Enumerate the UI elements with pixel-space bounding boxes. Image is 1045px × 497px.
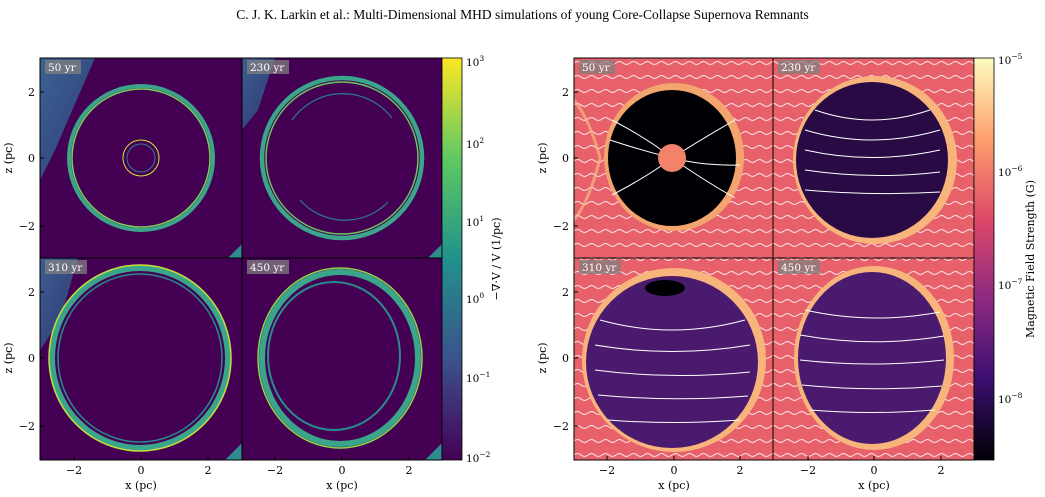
right-x-ticks: −2 0 2 −2 0 2 [599,456,945,477]
svg-text:450 yr: 450 yr [250,262,285,274]
svg-text:0: 0 [28,352,35,365]
running-head: C. J. K. Larkin et al.: Multi-Dimensiona… [236,7,809,22]
svg-text:2: 2 [562,286,569,299]
left-ylabel-top: z (pc) [2,142,15,173]
svg-text:101: 101 [466,214,484,229]
svg-text:0: 0 [562,152,569,165]
right-colorbar: 10−5 10−6 10−7 10−8 Magnetic Field Stren… [973,52,1037,461]
svg-text:50 yr: 50 yr [582,62,611,74]
svg-text:0: 0 [339,464,346,477]
svg-text:−2: −2 [19,420,35,433]
left-y-ticks: 2 0 −2 2 0 −2 [19,86,44,433]
right-colorbar-label: Magnetic Field Strength (G) [1024,180,1037,338]
right-xlabel-2: x (pc) [858,479,890,492]
svg-text:0: 0 [562,352,569,365]
svg-text:50 yr: 50 yr [48,62,77,74]
svg-text:−2: −2 [553,220,569,233]
time-label-50yr-right: 50 yr [579,60,615,74]
time-label-310yr-right: 310 yr [579,260,621,274]
right-y-ticks: 2 0 −2 2 0 −2 [553,86,578,433]
time-label-230yr-right: 230 yr [778,60,820,74]
svg-text:2: 2 [737,464,744,477]
svg-text:230 yr: 230 yr [781,62,816,74]
svg-text:310 yr: 310 yr [48,262,83,274]
panel-310yr-magnetic [574,258,773,460]
svg-text:0: 0 [28,152,35,165]
panel-310yr-divergence [40,258,242,460]
svg-text:102: 102 [466,136,484,151]
svg-text:2: 2 [406,464,413,477]
svg-text:230 yr: 230 yr [250,62,285,74]
svg-text:0: 0 [871,464,878,477]
svg-text:10−7: 10−7 [998,277,1023,292]
panel-230yr-magnetic [773,58,974,258]
svg-text:2: 2 [562,86,569,99]
panel-450yr-divergence [242,258,442,460]
svg-text:0: 0 [138,464,145,477]
left-xlabel-2: x (pc) [326,479,358,492]
left-colorbar-label: −∇·V / V (1/pc) [490,218,503,301]
svg-text:−2: −2 [66,464,82,477]
time-label-450yr-right: 450 yr [778,260,820,274]
svg-text:0: 0 [671,464,678,477]
svg-text:100: 100 [466,291,484,306]
svg-text:2: 2 [938,464,945,477]
svg-text:10−5: 10−5 [998,52,1023,67]
svg-text:−2: −2 [800,464,816,477]
svg-text:2: 2 [28,86,35,99]
svg-text:10−1: 10−1 [466,370,490,385]
left-xlabel-1: x (pc) [125,479,157,492]
panel-50yr-magnetic [574,58,773,258]
svg-text:−2: −2 [19,220,35,233]
left-x-ticks: −2 0 2 −2 0 2 [66,456,413,477]
time-label-230yr-left: 230 yr [247,60,289,74]
svg-text:450 yr: 450 yr [781,262,816,274]
time-label-50yr-left: 50 yr [45,60,81,74]
svg-text:103: 103 [466,54,484,69]
svg-text:10−8: 10−8 [998,391,1023,406]
svg-text:10−6: 10−6 [998,164,1023,179]
svg-text:−2: −2 [599,464,615,477]
left-ylabel-bottom: z (pc) [2,342,15,373]
left-colorbar: 103 102 101 100 10−1 10−2 −∇·V / V (1/pc… [441,54,503,465]
svg-text:2: 2 [205,464,212,477]
svg-text:2: 2 [28,286,35,299]
panel-450yr-magnetic [773,258,974,460]
time-label-450yr-left: 450 yr [247,260,289,274]
svg-text:310 yr: 310 yr [582,262,617,274]
time-label-310yr-left: 310 yr [45,260,87,274]
right-xlabel-1: x (pc) [658,479,690,492]
right-ylabel-top: z (pc) [536,142,549,173]
panel-50yr-divergence [40,58,242,258]
svg-text:−2: −2 [267,464,283,477]
panel-230yr-divergence [242,58,442,258]
right-ylabel-bottom: z (pc) [536,342,549,373]
svg-text:−2: −2 [553,420,569,433]
svg-text:10−2: 10−2 [466,450,491,465]
